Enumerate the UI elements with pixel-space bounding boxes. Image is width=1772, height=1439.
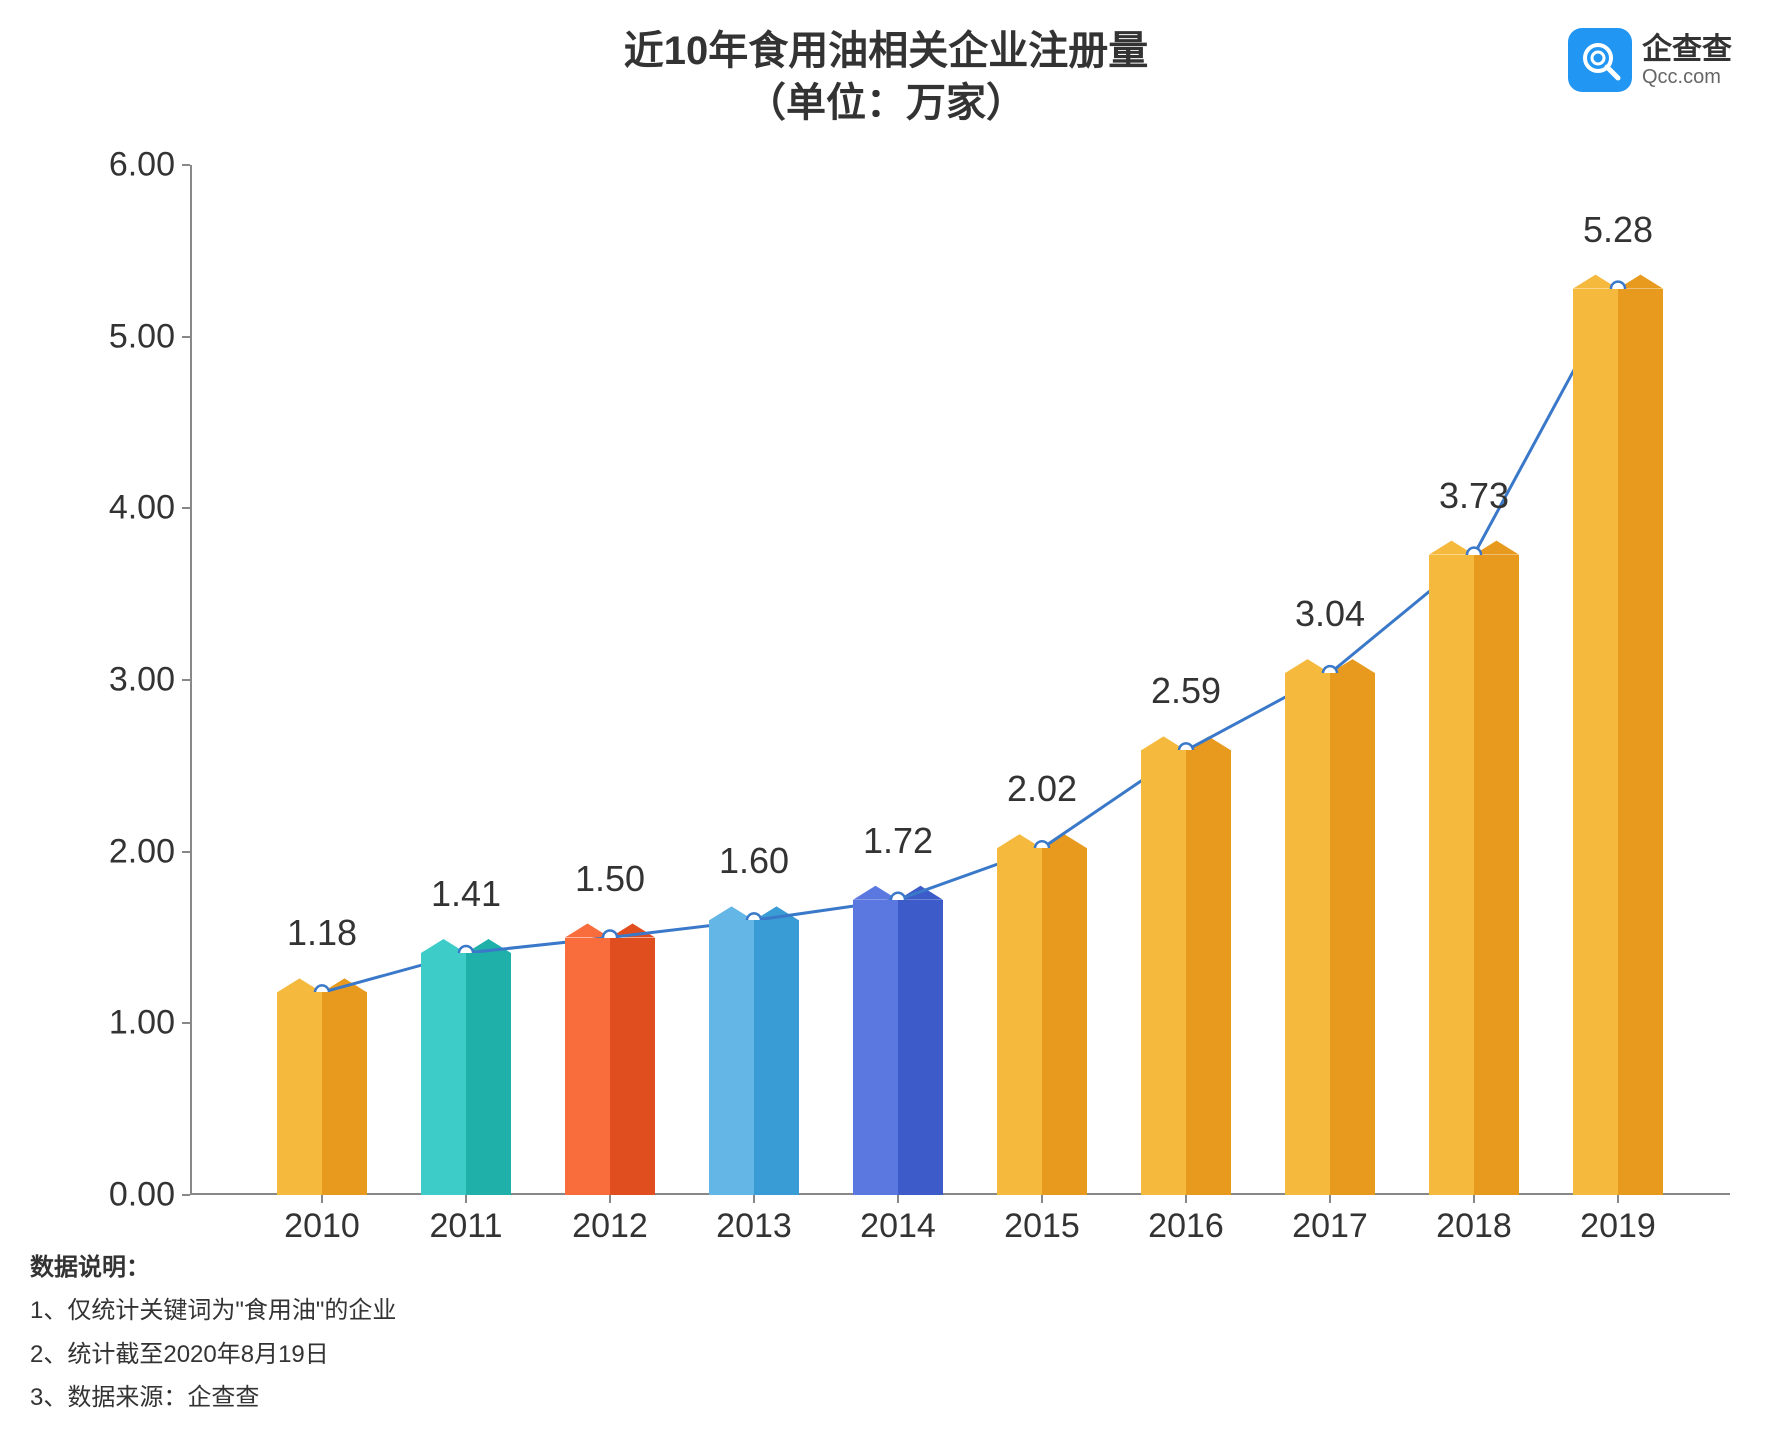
y-tick-label: 1.00 <box>109 1004 175 1043</box>
bar-left <box>1141 750 1186 1195</box>
value-label: 1.50 <box>575 858 645 900</box>
value-label: 3.04 <box>1295 593 1365 635</box>
x-tick-label: 2014 <box>860 1207 936 1246</box>
y-tick <box>182 507 190 509</box>
y-tick <box>182 336 190 338</box>
bar-group <box>853 900 943 1195</box>
value-label: 3.73 <box>1439 475 1509 517</box>
logo-text: 企查查 Qcc.com <box>1642 33 1732 88</box>
x-tick <box>897 1195 899 1203</box>
x-tick-label: 2019 <box>1580 1207 1656 1246</box>
x-tick <box>1185 1195 1187 1203</box>
footer-note-1: 1、仅统计关键词为"食用油"的企业 <box>30 1289 396 1332</box>
brand-logo: 企查查 Qcc.com <box>1568 28 1732 92</box>
y-axis <box>190 165 192 1195</box>
footer-note-2: 2、统计截至2020年8月19日 <box>30 1333 396 1376</box>
bar-group <box>1285 673 1375 1195</box>
bar-left <box>1285 673 1330 1195</box>
title-line-1: 近10年食用油相关企业注册量 <box>0 25 1772 77</box>
logo-text-en: Qcc.com <box>1642 66 1732 88</box>
x-tick <box>1473 1195 1475 1203</box>
y-tick-label: 4.00 <box>109 489 175 528</box>
bar-right <box>1618 289 1663 1195</box>
value-label: 1.60 <box>719 840 789 882</box>
x-tick <box>1041 1195 1043 1203</box>
bar-group <box>997 848 1087 1195</box>
x-tick <box>1329 1195 1331 1203</box>
x-tick-label: 2013 <box>716 1207 792 1246</box>
x-tick-label: 2017 <box>1292 1207 1368 1246</box>
bar-left <box>853 900 898 1195</box>
y-tick-label: 0.00 <box>109 1176 175 1215</box>
value-label: 5.28 <box>1583 209 1653 251</box>
y-tick-label: 6.00 <box>109 146 175 185</box>
bar-left <box>421 953 466 1195</box>
bar-group <box>709 920 799 1195</box>
bar-right <box>466 953 511 1195</box>
value-label: 1.41 <box>431 873 501 915</box>
footer-notes: 数据说明： 1、仅统计关键词为"食用油"的企业 2、统计截至2020年8月19日… <box>30 1246 396 1419</box>
bar-right <box>1474 555 1519 1195</box>
bar-left <box>565 938 610 1196</box>
bar-group <box>565 938 655 1196</box>
x-tick <box>321 1195 323 1203</box>
x-tick <box>465 1195 467 1203</box>
value-label: 1.18 <box>287 912 357 954</box>
chart-title: 近10年食用油相关企业注册量 （单位：万家） <box>0 25 1772 129</box>
value-label: 1.72 <box>863 820 933 862</box>
bar-right <box>1330 673 1375 1195</box>
x-tick-label: 2012 <box>572 1207 648 1246</box>
bar-right <box>754 920 799 1195</box>
x-tick <box>1617 1195 1619 1203</box>
y-tick-label: 5.00 <box>109 317 175 356</box>
bar-right <box>1042 848 1087 1195</box>
y-tick <box>182 679 190 681</box>
chart-container: 近10年食用油相关企业注册量 （单位：万家） 企查查 Qcc.com 0.001… <box>0 0 1772 1439</box>
bar-group <box>1573 289 1663 1195</box>
bar-left <box>997 848 1042 1195</box>
bar-group <box>421 953 511 1195</box>
y-tick-label: 3.00 <box>109 661 175 700</box>
bar-group <box>277 992 367 1195</box>
value-label: 2.59 <box>1151 670 1221 712</box>
title-line-2: （单位：万家） <box>0 77 1772 129</box>
bar-left <box>709 920 754 1195</box>
bar-right <box>1186 750 1231 1195</box>
y-tick <box>182 1194 190 1196</box>
y-tick <box>182 851 190 853</box>
bar-left <box>1429 555 1474 1195</box>
bar-right <box>610 938 655 1196</box>
bar-left <box>277 992 322 1195</box>
logo-text-cn: 企查查 <box>1642 33 1732 66</box>
x-tick <box>753 1195 755 1203</box>
bar-right <box>898 900 943 1195</box>
y-tick-label: 2.00 <box>109 832 175 871</box>
x-tick-label: 2011 <box>429 1207 502 1246</box>
y-tick <box>182 1022 190 1024</box>
footer-note-3: 3、数据来源：企查查 <box>30 1376 396 1419</box>
y-tick <box>182 164 190 166</box>
x-tick-label: 2018 <box>1436 1207 1512 1246</box>
x-tick-label: 2016 <box>1148 1207 1224 1246</box>
bar-group <box>1429 555 1519 1195</box>
bar-right <box>322 992 367 1195</box>
bar-group <box>1141 750 1231 1195</box>
footer-heading: 数据说明： <box>30 1246 396 1289</box>
value-label: 2.02 <box>1007 768 1077 810</box>
qcc-logo-icon <box>1568 28 1632 92</box>
x-tick-label: 2010 <box>284 1207 360 1246</box>
x-tick-label: 2015 <box>1004 1207 1080 1246</box>
plot-area: 0.001.002.003.004.005.006.0020101.182011… <box>190 165 1730 1195</box>
bar-left <box>1573 289 1618 1195</box>
x-tick <box>609 1195 611 1203</box>
